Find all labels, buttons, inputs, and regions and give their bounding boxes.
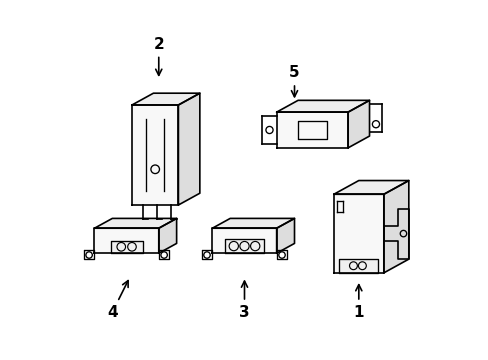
Polygon shape <box>333 180 408 194</box>
Text: 5: 5 <box>288 65 299 97</box>
Polygon shape <box>276 100 369 112</box>
Text: 2: 2 <box>153 37 164 75</box>
Polygon shape <box>276 219 294 253</box>
Polygon shape <box>94 228 159 253</box>
Polygon shape <box>212 228 276 253</box>
Polygon shape <box>212 219 294 228</box>
Polygon shape <box>383 180 408 273</box>
Polygon shape <box>110 241 142 253</box>
Polygon shape <box>224 239 264 253</box>
Text: 3: 3 <box>239 281 249 320</box>
Polygon shape <box>339 258 378 273</box>
Polygon shape <box>94 219 176 228</box>
Polygon shape <box>276 112 347 148</box>
Polygon shape <box>159 219 176 253</box>
Text: 1: 1 <box>353 285 364 320</box>
Polygon shape <box>132 105 178 205</box>
Polygon shape <box>347 100 369 148</box>
Text: 4: 4 <box>107 280 128 320</box>
Polygon shape <box>333 194 383 273</box>
Polygon shape <box>132 93 200 105</box>
Polygon shape <box>178 93 200 205</box>
